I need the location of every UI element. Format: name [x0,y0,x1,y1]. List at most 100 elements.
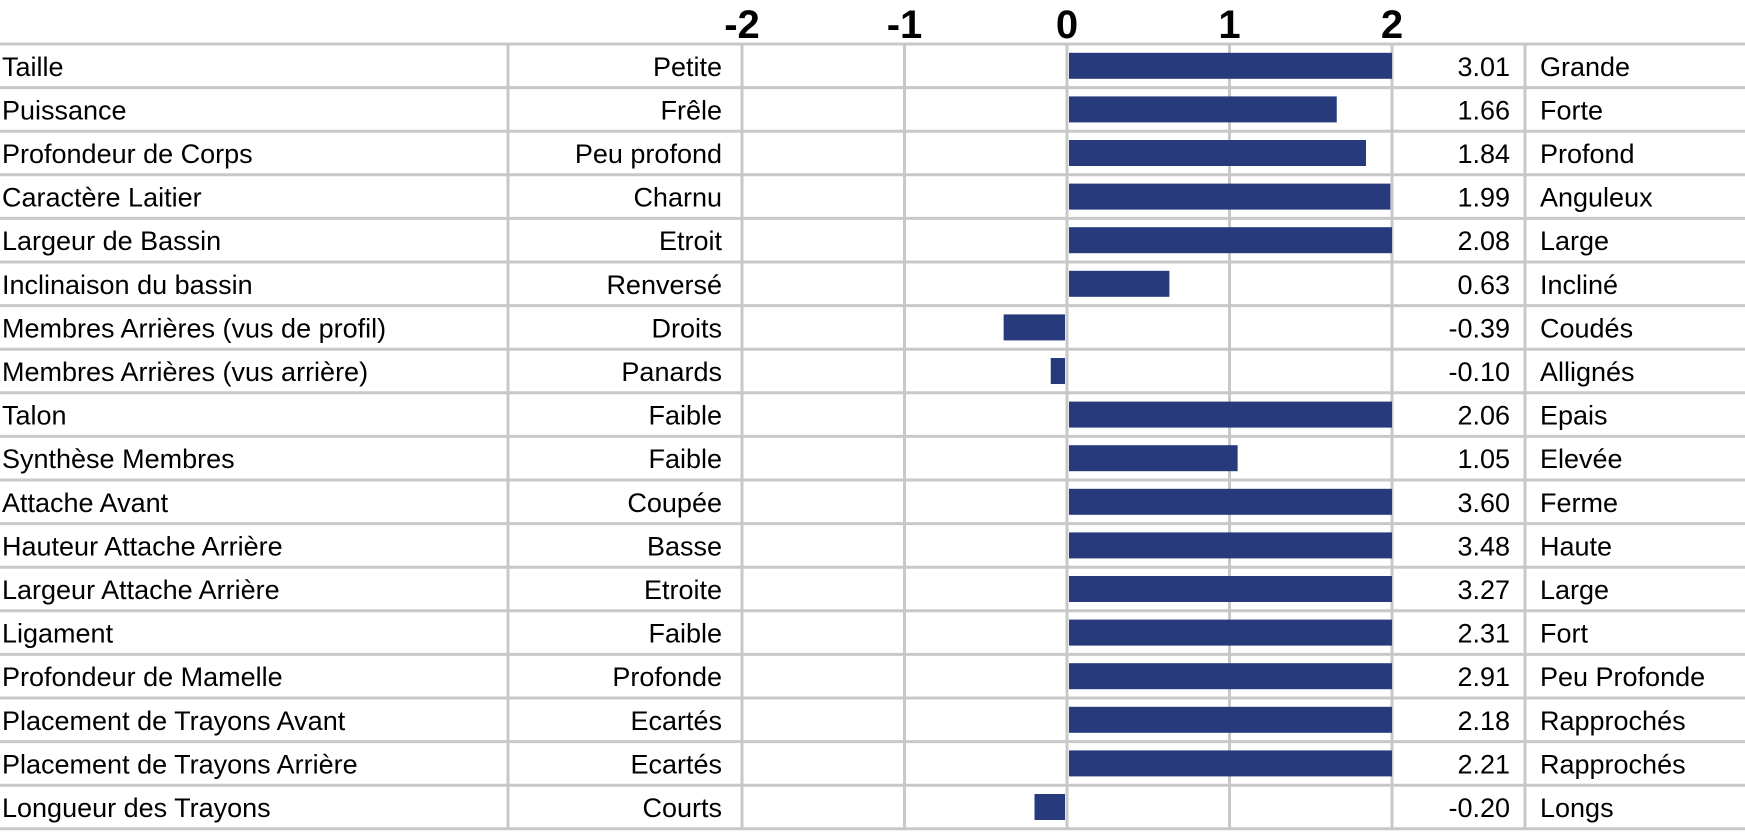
bar [1069,532,1392,559]
bar [1069,445,1238,472]
low-descriptor: Panards [621,357,722,387]
high-descriptor: Large [1540,575,1609,605]
x-tick-label: -2 [724,3,760,47]
value-label: 3.01 [1457,52,1510,82]
bar [1003,314,1065,341]
x-tick-label: 0 [1056,3,1078,47]
bar [1069,96,1337,123]
trait-label: Attache Avant [2,488,169,518]
bars [1003,52,1392,820]
value-label: -0.10 [1448,357,1510,387]
high-descriptor: Longs [1540,793,1614,823]
low-descriptor: Etroite [644,575,722,605]
trait-label: Ligament [2,619,114,649]
trait-label: Placement de Trayons Avant [2,706,346,736]
high-descriptor: Haute [1540,531,1612,561]
low-descriptor: Frêle [660,95,722,125]
bar [1069,183,1391,210]
trait-label: Longueur des Trayons [2,793,271,823]
trait-label: Membres Arrières (vus arrière) [2,357,368,387]
low-descriptor: Basse [647,531,722,561]
value-label: 3.27 [1457,575,1510,605]
value-label: -0.20 [1448,793,1510,823]
low-descriptor: Profonde [612,662,722,692]
value-label: 1.05 [1457,444,1510,474]
trait-label: Synthèse Membres [2,444,235,474]
value-label: 2.18 [1457,706,1510,736]
bar [1069,140,1366,166]
trait-label: Talon [2,401,67,431]
trait-label: Membres Arrières (vus de profil) [2,313,386,343]
high-descriptor: Rapprochés [1540,749,1686,779]
value-label: 1.99 [1457,183,1510,213]
value-label: 2.08 [1457,226,1510,256]
low-descriptor: Ecartés [630,749,722,779]
trait-label: Caractère Laitier [2,183,202,213]
bar [1069,270,1170,297]
x-axis-ticks: -2 -1 0 1 2 [724,3,1403,47]
low-descriptor: Faible [648,619,722,649]
row-labels: Taille Petite 3.01 Grande Puissance Frêle 1.66… [2,52,1705,823]
high-descriptor: Grande [1540,52,1630,82]
trait-label: Placement de Trayons Arrière [2,749,358,779]
value-label: 2.06 [1457,401,1510,431]
trait-label: Inclinaison du bassin [2,270,253,300]
bar [1069,488,1392,515]
low-descriptor: Petite [653,52,722,82]
high-descriptor: Peu Profonde [1540,662,1705,692]
low-descriptor: Charnu [633,183,722,213]
high-descriptor: Fort [1540,619,1589,649]
bar [1069,401,1392,428]
x-tick-label: 1 [1218,3,1240,47]
trait-label: Hauteur Attache Arrière [2,531,283,561]
trait-label: Largeur Attache Arrière [2,575,280,605]
bar [1069,706,1392,733]
low-descriptor: Coupée [627,488,722,518]
low-descriptor: Peu profond [575,139,722,169]
low-descriptor: Etroit [659,226,723,256]
high-descriptor: Ferme [1540,488,1618,518]
value-label: 1.66 [1457,95,1510,125]
bar [1069,227,1392,254]
low-descriptor: Faible [648,401,722,431]
low-descriptor: Renversé [606,270,722,300]
bar [1069,663,1392,690]
high-descriptor: Allignés [1540,357,1635,387]
high-descriptor: Incliné [1540,270,1618,300]
high-descriptor: Epais [1540,401,1608,431]
high-descriptor: Rapprochés [1540,706,1686,736]
grid [0,42,1745,831]
value-label: 0.63 [1457,270,1510,300]
high-descriptor: Elevée [1540,444,1623,474]
trait-label: Profondeur de Corps [2,139,253,169]
high-descriptor: Anguleux [1540,183,1653,213]
bar [1050,358,1065,384]
bar [1069,576,1392,602]
value-label: 3.60 [1457,488,1510,518]
high-descriptor: Large [1540,226,1609,256]
trait-label: Largeur de Bassin [2,226,221,256]
value-label: 2.91 [1457,662,1510,692]
bar [1069,619,1392,646]
trait-label: Profondeur de Mamelle [2,662,283,692]
trait-label: Puissance [2,95,127,125]
bar [1034,794,1065,820]
x-tick-label: -1 [887,3,923,47]
low-descriptor: Faible [648,444,722,474]
bar [1069,52,1392,79]
x-tick-label: 2 [1381,3,1403,47]
low-descriptor: Droits [651,313,722,343]
trait-label: Taille [2,52,64,82]
high-descriptor: Profond [1540,139,1635,169]
low-descriptor: Courts [642,793,722,823]
low-descriptor: Ecartés [630,706,722,736]
high-descriptor: Forte [1540,95,1603,125]
bar [1069,750,1392,777]
value-label: 1.84 [1457,139,1510,169]
value-label: -0.39 [1448,313,1510,343]
high-descriptor: Coudés [1540,313,1633,343]
value-label: 2.21 [1457,749,1510,779]
value-label: 3.48 [1457,531,1510,561]
value-label: 2.31 [1457,619,1510,649]
